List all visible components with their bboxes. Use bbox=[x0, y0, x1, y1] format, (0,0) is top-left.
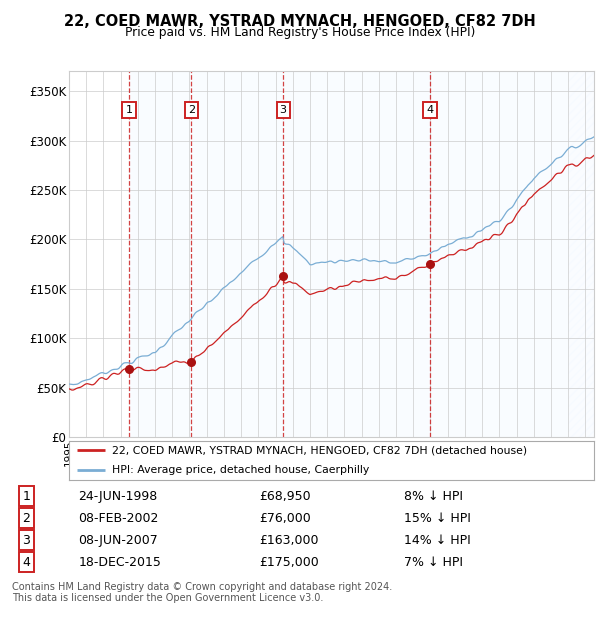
Text: 08-JUN-2007: 08-JUN-2007 bbox=[78, 534, 158, 547]
Text: £175,000: £175,000 bbox=[260, 556, 319, 569]
Text: 1: 1 bbox=[125, 105, 133, 115]
Text: 8% ↓ HPI: 8% ↓ HPI bbox=[404, 490, 463, 503]
Bar bbox=[568, 71, 594, 437]
Text: 1: 1 bbox=[22, 490, 31, 503]
Text: 3: 3 bbox=[280, 105, 287, 115]
Text: £68,950: £68,950 bbox=[260, 490, 311, 503]
Text: 7% ↓ HPI: 7% ↓ HPI bbox=[404, 556, 463, 569]
Text: 15% ↓ HPI: 15% ↓ HPI bbox=[404, 512, 470, 525]
Bar bbox=[430, 71, 568, 437]
Text: £163,000: £163,000 bbox=[260, 534, 319, 547]
Text: 3: 3 bbox=[22, 534, 31, 547]
Text: Price paid vs. HM Land Registry's House Price Index (HPI): Price paid vs. HM Land Registry's House … bbox=[125, 26, 475, 39]
Text: 14% ↓ HPI: 14% ↓ HPI bbox=[404, 534, 470, 547]
Text: 2: 2 bbox=[188, 105, 195, 115]
Bar bbox=[283, 71, 430, 437]
Text: 4: 4 bbox=[427, 105, 434, 115]
Text: 08-FEB-2002: 08-FEB-2002 bbox=[78, 512, 158, 525]
Text: HPI: Average price, detached house, Caerphilly: HPI: Average price, detached house, Caer… bbox=[112, 465, 370, 475]
Text: 22, COED MAWR, YSTRAD MYNACH, HENGOED, CF82 7DH (detached house): 22, COED MAWR, YSTRAD MYNACH, HENGOED, C… bbox=[112, 445, 527, 455]
Text: £76,000: £76,000 bbox=[260, 512, 311, 525]
Bar bbox=[191, 71, 283, 437]
Text: 18-DEC-2015: 18-DEC-2015 bbox=[78, 556, 161, 569]
Text: Contains HM Land Registry data © Crown copyright and database right 2024.
This d: Contains HM Land Registry data © Crown c… bbox=[12, 582, 392, 603]
Bar bbox=[129, 71, 191, 437]
Text: 24-JUN-1998: 24-JUN-1998 bbox=[78, 490, 157, 503]
Text: 22, COED MAWR, YSTRAD MYNACH, HENGOED, CF82 7DH: 22, COED MAWR, YSTRAD MYNACH, HENGOED, C… bbox=[64, 14, 536, 29]
Text: 4: 4 bbox=[22, 556, 31, 569]
Text: 2: 2 bbox=[22, 512, 31, 525]
